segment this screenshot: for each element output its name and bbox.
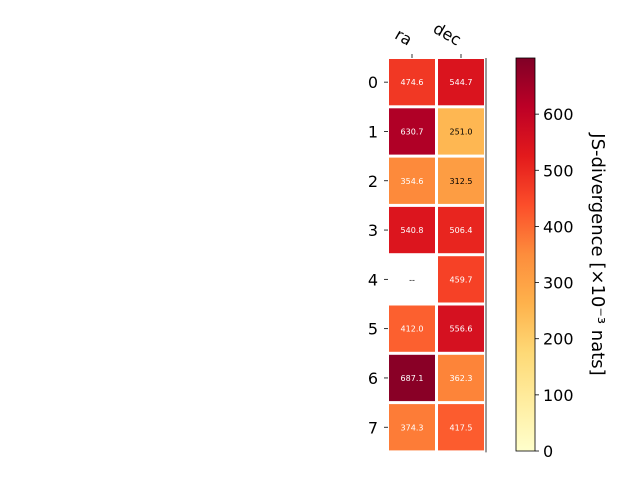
heatmap-cells <box>389 59 484 451</box>
colorbar-tick-label-100: 100 <box>543 386 574 405</box>
row-label-4: 4 <box>368 270 378 289</box>
colorbar-tick-label-0: 0 <box>543 442 553 461</box>
column-tick-labels: ra dec <box>392 19 465 58</box>
row-label-0: 0 <box>368 73 378 92</box>
cell-label-2-ra: 354.6 <box>401 177 424 186</box>
cell-label-0-ra: 474.6 <box>401 78 424 87</box>
heatmap-cell-labels: 474.6 544.7 630.7 251.0 354.6 312.5 540.8 506.4… <box>401 78 473 432</box>
colorbar-label: JS-divergence [×10⁻³ nats] <box>587 132 608 375</box>
heatmap-cell-2-ra <box>389 157 435 204</box>
colorbar-tick-label-600: 600 <box>543 105 574 124</box>
heatmap-cell-0-ra <box>389 59 435 106</box>
cell-label-3-dec: 506.4 <box>450 226 473 235</box>
column-label-dec: dec <box>430 19 464 50</box>
colorbar-tick-label-300: 300 <box>543 274 574 293</box>
heatmap-cell-5-dec <box>438 305 484 352</box>
heatmap-cell-1-ra <box>389 108 435 155</box>
heatmap-cell-7-dec <box>438 404 484 451</box>
cell-label-2-dec: 312.5 <box>450 177 473 186</box>
cell-label-4-ra: -- <box>409 275 415 284</box>
cell-label-1-ra: 630.7 <box>401 127 424 136</box>
column-label-ra: ra <box>392 25 416 50</box>
heatmap-cell-6-dec <box>438 354 484 402</box>
row-tick-labels: 0 1 2 3 4 5 6 7 <box>368 73 388 437</box>
colorbar-tick-label-500: 500 <box>543 161 574 180</box>
heatmap-cell-2-dec <box>438 157 484 204</box>
colorbar-tick-label-400: 400 <box>543 217 574 236</box>
colorbar-gradient <box>515 57 536 452</box>
heatmap-cell-6-ra <box>389 354 435 402</box>
cell-label-7-ra: 374.3 <box>401 423 424 432</box>
row-label-1: 1 <box>368 122 378 141</box>
cell-label-4-dec: 459.7 <box>450 275 473 284</box>
heatmap-cell-3-ra <box>389 206 435 254</box>
colorbar: 0 100 200 300 400 500 600 JS-divergence [×10⁻³ … <box>515 57 608 461</box>
cell-label-5-ra: 412.0 <box>401 325 424 334</box>
heatmap-cell-3-dec <box>438 206 484 254</box>
heatmap-cell-4-dec <box>438 256 484 303</box>
row-label-5: 5 <box>368 320 378 339</box>
row-label-6: 6 <box>368 369 378 388</box>
heatmap-cell-0-dec <box>438 59 484 106</box>
row-label-7: 7 <box>368 418 378 437</box>
cell-label-1-dec: 251.0 <box>450 127 473 136</box>
colorbar-tick-label-200: 200 <box>543 330 574 349</box>
cell-label-5-dec: 556.6 <box>450 325 473 334</box>
row-label-2: 2 <box>368 172 378 191</box>
cell-label-7-dec: 417.5 <box>450 423 473 432</box>
heatmap-cell-5-ra <box>389 305 435 352</box>
row-label-3: 3 <box>368 221 378 240</box>
cell-label-0-dec: 544.7 <box>450 78 473 87</box>
cell-label-6-ra: 687.1 <box>401 374 424 383</box>
cell-label-3-ra: 540.8 <box>401 226 424 235</box>
heatmap-cell-1-dec <box>438 108 484 155</box>
heatmap-cell-7-ra <box>389 404 435 451</box>
cell-label-6-dec: 362.3 <box>450 374 473 383</box>
